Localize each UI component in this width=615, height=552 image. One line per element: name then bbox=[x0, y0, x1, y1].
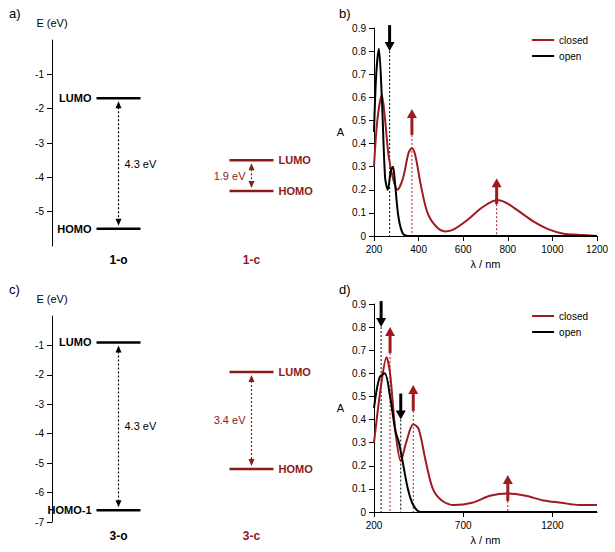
svg-text:c): c) bbox=[9, 282, 20, 297]
svg-text:3.4 eV: 3.4 eV bbox=[214, 414, 246, 426]
svg-text:A: A bbox=[337, 126, 345, 138]
svg-text:LUMO: LUMO bbox=[59, 336, 92, 348]
svg-text:1200: 1200 bbox=[586, 244, 609, 255]
svg-text:LUMO: LUMO bbox=[279, 366, 312, 378]
svg-text:1-o: 1-o bbox=[110, 253, 128, 267]
svg-text:closed: closed bbox=[559, 35, 588, 46]
svg-text:-7: -7 bbox=[35, 517, 44, 528]
svg-text:-4: -4 bbox=[35, 428, 44, 439]
svg-text:-1: -1 bbox=[35, 69, 44, 80]
svg-text:-2: -2 bbox=[35, 369, 44, 380]
svg-text:LUMO: LUMO bbox=[59, 92, 92, 104]
svg-text:0.6: 0.6 bbox=[352, 92, 366, 103]
svg-text:1200: 1200 bbox=[541, 520, 564, 531]
svg-text:0.2: 0.2 bbox=[352, 184, 366, 195]
svg-text:b): b) bbox=[339, 6, 351, 21]
svg-text:-3: -3 bbox=[35, 138, 44, 149]
svg-text:800: 800 bbox=[499, 244, 516, 255]
svg-text:open: open bbox=[559, 51, 581, 62]
svg-text:1000: 1000 bbox=[541, 244, 564, 255]
svg-text:1-c: 1-c bbox=[243, 253, 261, 267]
svg-text:a): a) bbox=[9, 6, 21, 21]
svg-text:0.9: 0.9 bbox=[352, 23, 366, 34]
svg-text:HOMO: HOMO bbox=[279, 463, 314, 475]
svg-text:-1: -1 bbox=[35, 340, 44, 351]
svg-text:HOMO-1: HOMO-1 bbox=[48, 504, 92, 516]
svg-text:700: 700 bbox=[455, 520, 472, 531]
svg-text:-3: -3 bbox=[35, 399, 44, 410]
svg-text:0.3: 0.3 bbox=[352, 437, 366, 448]
svg-text:open: open bbox=[559, 327, 581, 338]
svg-text:-5: -5 bbox=[35, 458, 44, 469]
svg-text:0.7: 0.7 bbox=[352, 69, 366, 80]
svg-text:0.3: 0.3 bbox=[352, 161, 366, 172]
svg-text:d): d) bbox=[339, 282, 351, 297]
svg-text:-6: -6 bbox=[35, 487, 44, 498]
svg-text:0.5: 0.5 bbox=[352, 391, 366, 402]
svg-text:0.8: 0.8 bbox=[352, 46, 366, 57]
svg-text:600: 600 bbox=[455, 244, 472, 255]
svg-text:200: 200 bbox=[366, 520, 383, 531]
svg-text:E (eV): E (eV) bbox=[36, 17, 67, 29]
svg-text:0.2: 0.2 bbox=[352, 460, 366, 471]
svg-text:HOMO: HOMO bbox=[57, 223, 92, 235]
svg-text:4.3 eV: 4.3 eV bbox=[125, 420, 157, 432]
svg-text:0.9: 0.9 bbox=[352, 299, 366, 310]
svg-text:0: 0 bbox=[360, 231, 366, 242]
svg-text:3-c: 3-c bbox=[243, 529, 261, 543]
svg-text:1.9 eV: 1.9 eV bbox=[214, 170, 246, 182]
svg-text:4.3 eV: 4.3 eV bbox=[125, 158, 157, 170]
svg-text:λ / nm: λ / nm bbox=[471, 258, 501, 270]
svg-text:E (eV): E (eV) bbox=[36, 293, 67, 305]
svg-text:0.8: 0.8 bbox=[352, 322, 366, 333]
svg-text:0.4: 0.4 bbox=[352, 138, 366, 149]
svg-text:-4: -4 bbox=[35, 172, 44, 183]
svg-text:0.1: 0.1 bbox=[352, 207, 366, 218]
svg-text:0.5: 0.5 bbox=[352, 115, 366, 126]
svg-text:0.4: 0.4 bbox=[352, 414, 366, 425]
svg-text:0.1: 0.1 bbox=[352, 483, 366, 494]
svg-text:λ / nm: λ / nm bbox=[471, 534, 501, 546]
svg-text:0.7: 0.7 bbox=[352, 345, 366, 356]
svg-text:0: 0 bbox=[360, 507, 366, 518]
svg-text:0.6: 0.6 bbox=[352, 368, 366, 379]
svg-text:-2: -2 bbox=[35, 103, 44, 114]
svg-text:200: 200 bbox=[366, 244, 383, 255]
svg-text:3-o: 3-o bbox=[110, 529, 128, 543]
svg-text:400: 400 bbox=[410, 244, 427, 255]
svg-text:closed: closed bbox=[559, 311, 588, 322]
svg-text:-5: -5 bbox=[35, 206, 44, 217]
svg-text:A: A bbox=[337, 402, 345, 414]
svg-text:HOMO: HOMO bbox=[279, 185, 314, 197]
svg-text:LUMO: LUMO bbox=[279, 154, 312, 166]
